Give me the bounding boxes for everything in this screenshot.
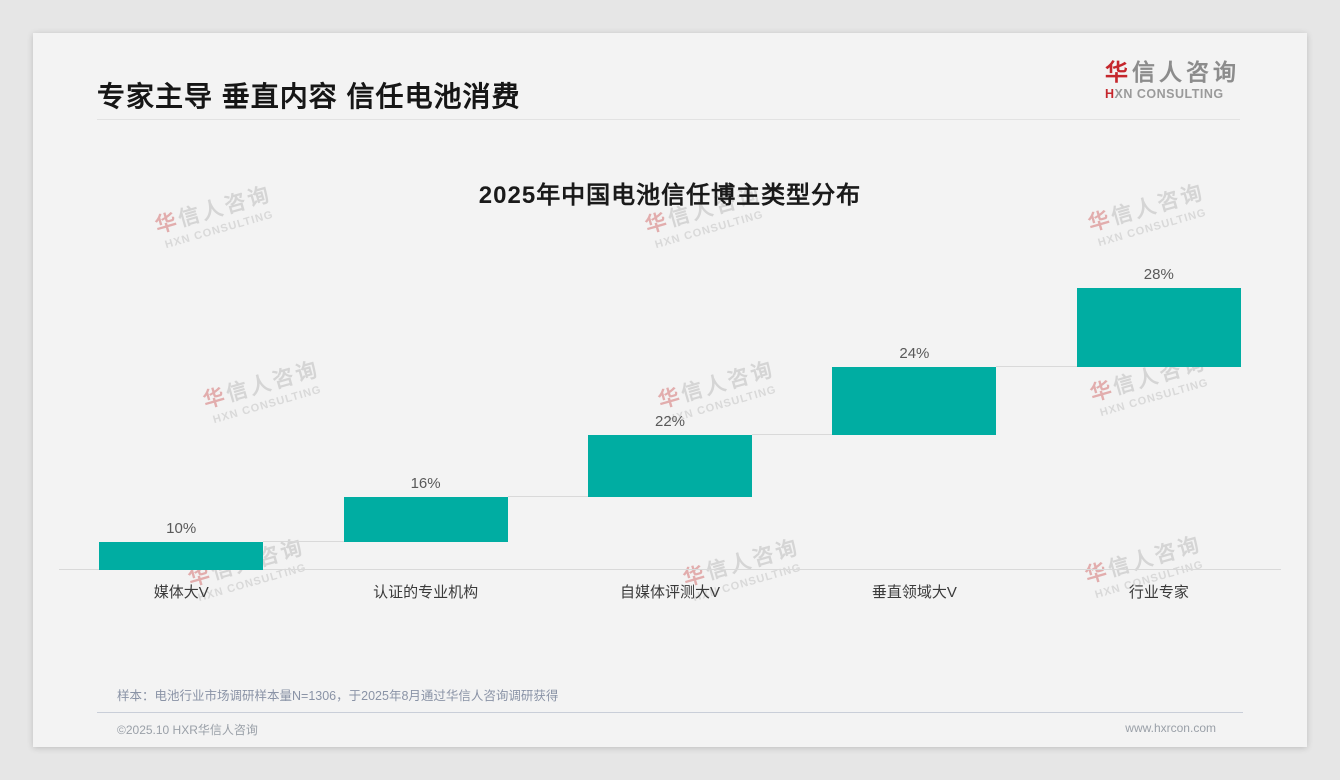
- step-connector-line: [507, 495, 588, 497]
- step-connector-line: [996, 365, 1077, 367]
- chart-bar-2: [343, 496, 508, 542]
- slide-title: 专家主导 垂直内容 信任电池消费: [97, 81, 521, 112]
- company-logo: 华信人咨询 HXN CONSULTING: [1105, 59, 1240, 101]
- footer-divider: [97, 712, 1243, 713]
- category-label: 媒体大V: [153, 584, 209, 601]
- bar-value-label: 16%: [410, 474, 441, 492]
- category-label: 行业专家: [1128, 584, 1189, 601]
- bar-value-label: 10%: [166, 519, 197, 537]
- x-axis-labels: 媒体大V 认证的专业机构 自媒体评测大V 垂直领域大V 行业专家: [59, 581, 1281, 602]
- category-label: 自媒体评测大V: [620, 584, 721, 601]
- heading-divider: [97, 119, 1240, 120]
- chart-bar-5: [1076, 288, 1241, 367]
- logo-cn-first-char: 华: [1105, 59, 1132, 85]
- step-connector-line: [752, 433, 833, 435]
- bar-value-label: 28%: [1143, 266, 1174, 283]
- logo-en-rest: XN CONSULTING: [1114, 87, 1224, 102]
- logo-cn-rest: 信人咨询: [1132, 59, 1240, 85]
- step-connector-line: [263, 540, 344, 542]
- copyright-text: ©2025.10 HXR华信人咨询: [117, 723, 258, 737]
- category-label: 认证的专业机构: [373, 584, 479, 601]
- chart-title: 2025年中国电池信任博主类型分布: [478, 182, 862, 209]
- chart-bar-4: [832, 366, 997, 435]
- logo-cn-text: 华信人咨询: [1105, 59, 1240, 85]
- bar-value-label: 24%: [899, 344, 930, 362]
- x-axis-line: [59, 569, 1281, 570]
- slide-card: 华信人咨询 HXN CONSULTING 华信人咨询 HXN CONSULTING 华信…: [33, 33, 1307, 747]
- chart-plot-area: 10% 16% 22% 24% 28%: [59, 260, 1281, 570]
- category-label: 垂直领域大V: [871, 584, 957, 601]
- chart-bar-1: [99, 541, 264, 570]
- sample-note: 样本：电池行业市场调研样本量N=1306，于2025年8月通过华信人咨询调研获得: [117, 689, 559, 703]
- logo-en-text: HXN CONSULTING: [1105, 87, 1240, 101]
- footer: ©2025.10 HXR华信人咨询 www.hxrcon.com: [117, 721, 1216, 738]
- bar-value-label: 22%: [654, 412, 686, 430]
- chart-bar-3: [588, 434, 752, 497]
- website-url: www.hxrcon.com: [1125, 721, 1216, 735]
- logo-en-first-char: H: [1105, 87, 1115, 102]
